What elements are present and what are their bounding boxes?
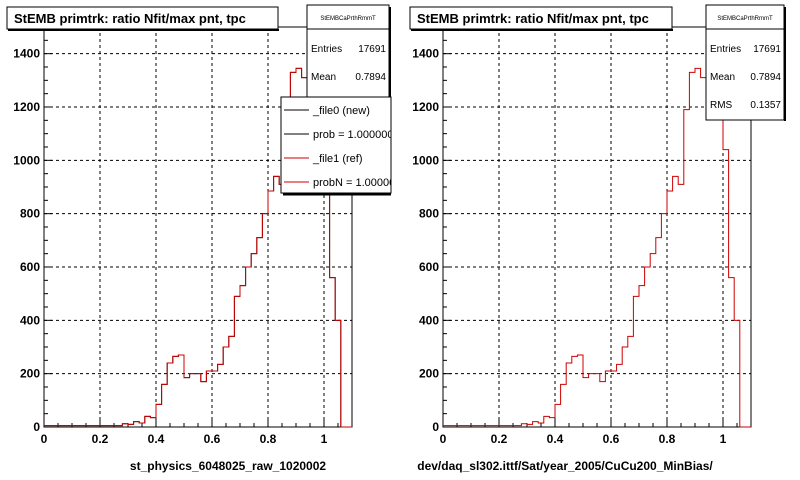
plot-frame xyxy=(43,26,353,428)
y-tick-label: 600 xyxy=(419,260,439,274)
x-axis-label: st_physics_6048025_raw_1020002 xyxy=(130,459,326,473)
x-tick-label: 0.4 xyxy=(547,432,564,446)
stats-label: Mean xyxy=(710,72,735,83)
stats-label: Entries xyxy=(311,44,342,55)
x-tick-label: 1 xyxy=(321,432,328,446)
histogram-series-1 xyxy=(443,47,751,428)
histogram-series-2 xyxy=(44,47,352,428)
x-tick-label: 1 xyxy=(720,432,727,446)
stats-label: Entries xyxy=(710,44,741,55)
y-tick-label: 1200 xyxy=(412,100,439,114)
legend-label: probN = 1.000000 xyxy=(313,177,401,189)
y-tick-label: 400 xyxy=(20,313,40,327)
stats-value: 0.7894 xyxy=(750,72,781,83)
legend-entries: _file0 (new) prob = 1.000000 _file1 (ref) p… xyxy=(284,105,401,189)
y-tick-label: 400 xyxy=(419,313,439,327)
stats-value: 0.1357 xyxy=(750,100,781,111)
y-tick-label: 1400 xyxy=(13,47,40,61)
x-tick-label: 0.8 xyxy=(659,432,676,446)
y-tick-label: 0 xyxy=(432,420,439,434)
y-tick-label: 800 xyxy=(419,207,439,221)
chart-panel-1: 0 0.2 0.4 0.6 0.8 1 0 200 400 600 800 1000 1200 1400 S… xyxy=(6,4,401,473)
chart-title: StEMB primtrk: ratio Nfit/max pnt, tpc xyxy=(14,11,246,26)
legend: _file0 (new) prob = 1.000000 _file1 (ref) p… xyxy=(280,96,401,196)
plot-frame xyxy=(442,26,752,428)
stats-label: RMS xyxy=(710,100,733,111)
x-tick-label: 0.8 xyxy=(260,432,277,446)
chart-panel-2: 0 0.2 0.4 0.6 0.8 1 0 200 400 600 800 1000 1200 1400 S… xyxy=(409,4,786,473)
stats-box xyxy=(705,4,785,121)
stats-value: 0.7894 xyxy=(355,72,386,83)
legend-label: prob = 1.000000 xyxy=(313,129,393,141)
stats-value: 17691 xyxy=(753,44,781,55)
y-tick-label: 200 xyxy=(419,367,439,381)
y-tick-label: 200 xyxy=(20,367,40,381)
stats-value: 17691 xyxy=(358,44,386,55)
y-tick-label: 600 xyxy=(20,260,40,274)
x-tick-label: 0.2 xyxy=(491,432,508,446)
stats-label: Mean xyxy=(311,72,336,83)
chart-title: StEMB primtrk: ratio Nfit/max pnt, tpc xyxy=(417,11,649,26)
legend-label: _file0 (new) xyxy=(312,105,370,117)
stats-name: StEMBCaPrthRmmT xyxy=(320,16,376,22)
y-tick-label: 0 xyxy=(33,420,40,434)
stats-name: StEMBCaPrthRmmT xyxy=(717,16,773,22)
legend-box xyxy=(280,96,392,194)
y-tick-label: 1400 xyxy=(412,47,439,61)
x-tick-label: 0.4 xyxy=(148,432,165,446)
y-tick-label: 1200 xyxy=(13,100,40,114)
legend-label: _file1 (ref) xyxy=(312,153,363,165)
x-tick-label: 0.6 xyxy=(603,432,620,446)
x-tick-label: 0.2 xyxy=(92,432,109,446)
x-tick-label: 0 xyxy=(440,432,447,446)
y-tick-label: 800 xyxy=(20,207,40,221)
y-tick-label: 1000 xyxy=(13,153,40,167)
x-tick-label: 0.6 xyxy=(204,432,221,446)
x-tick-label: 0 xyxy=(41,432,48,446)
x-axis-label: dev/daq_sl302.ittf/Sat/year_2005/CuCu200… xyxy=(417,459,713,473)
y-tick-label: 1000 xyxy=(412,153,439,167)
